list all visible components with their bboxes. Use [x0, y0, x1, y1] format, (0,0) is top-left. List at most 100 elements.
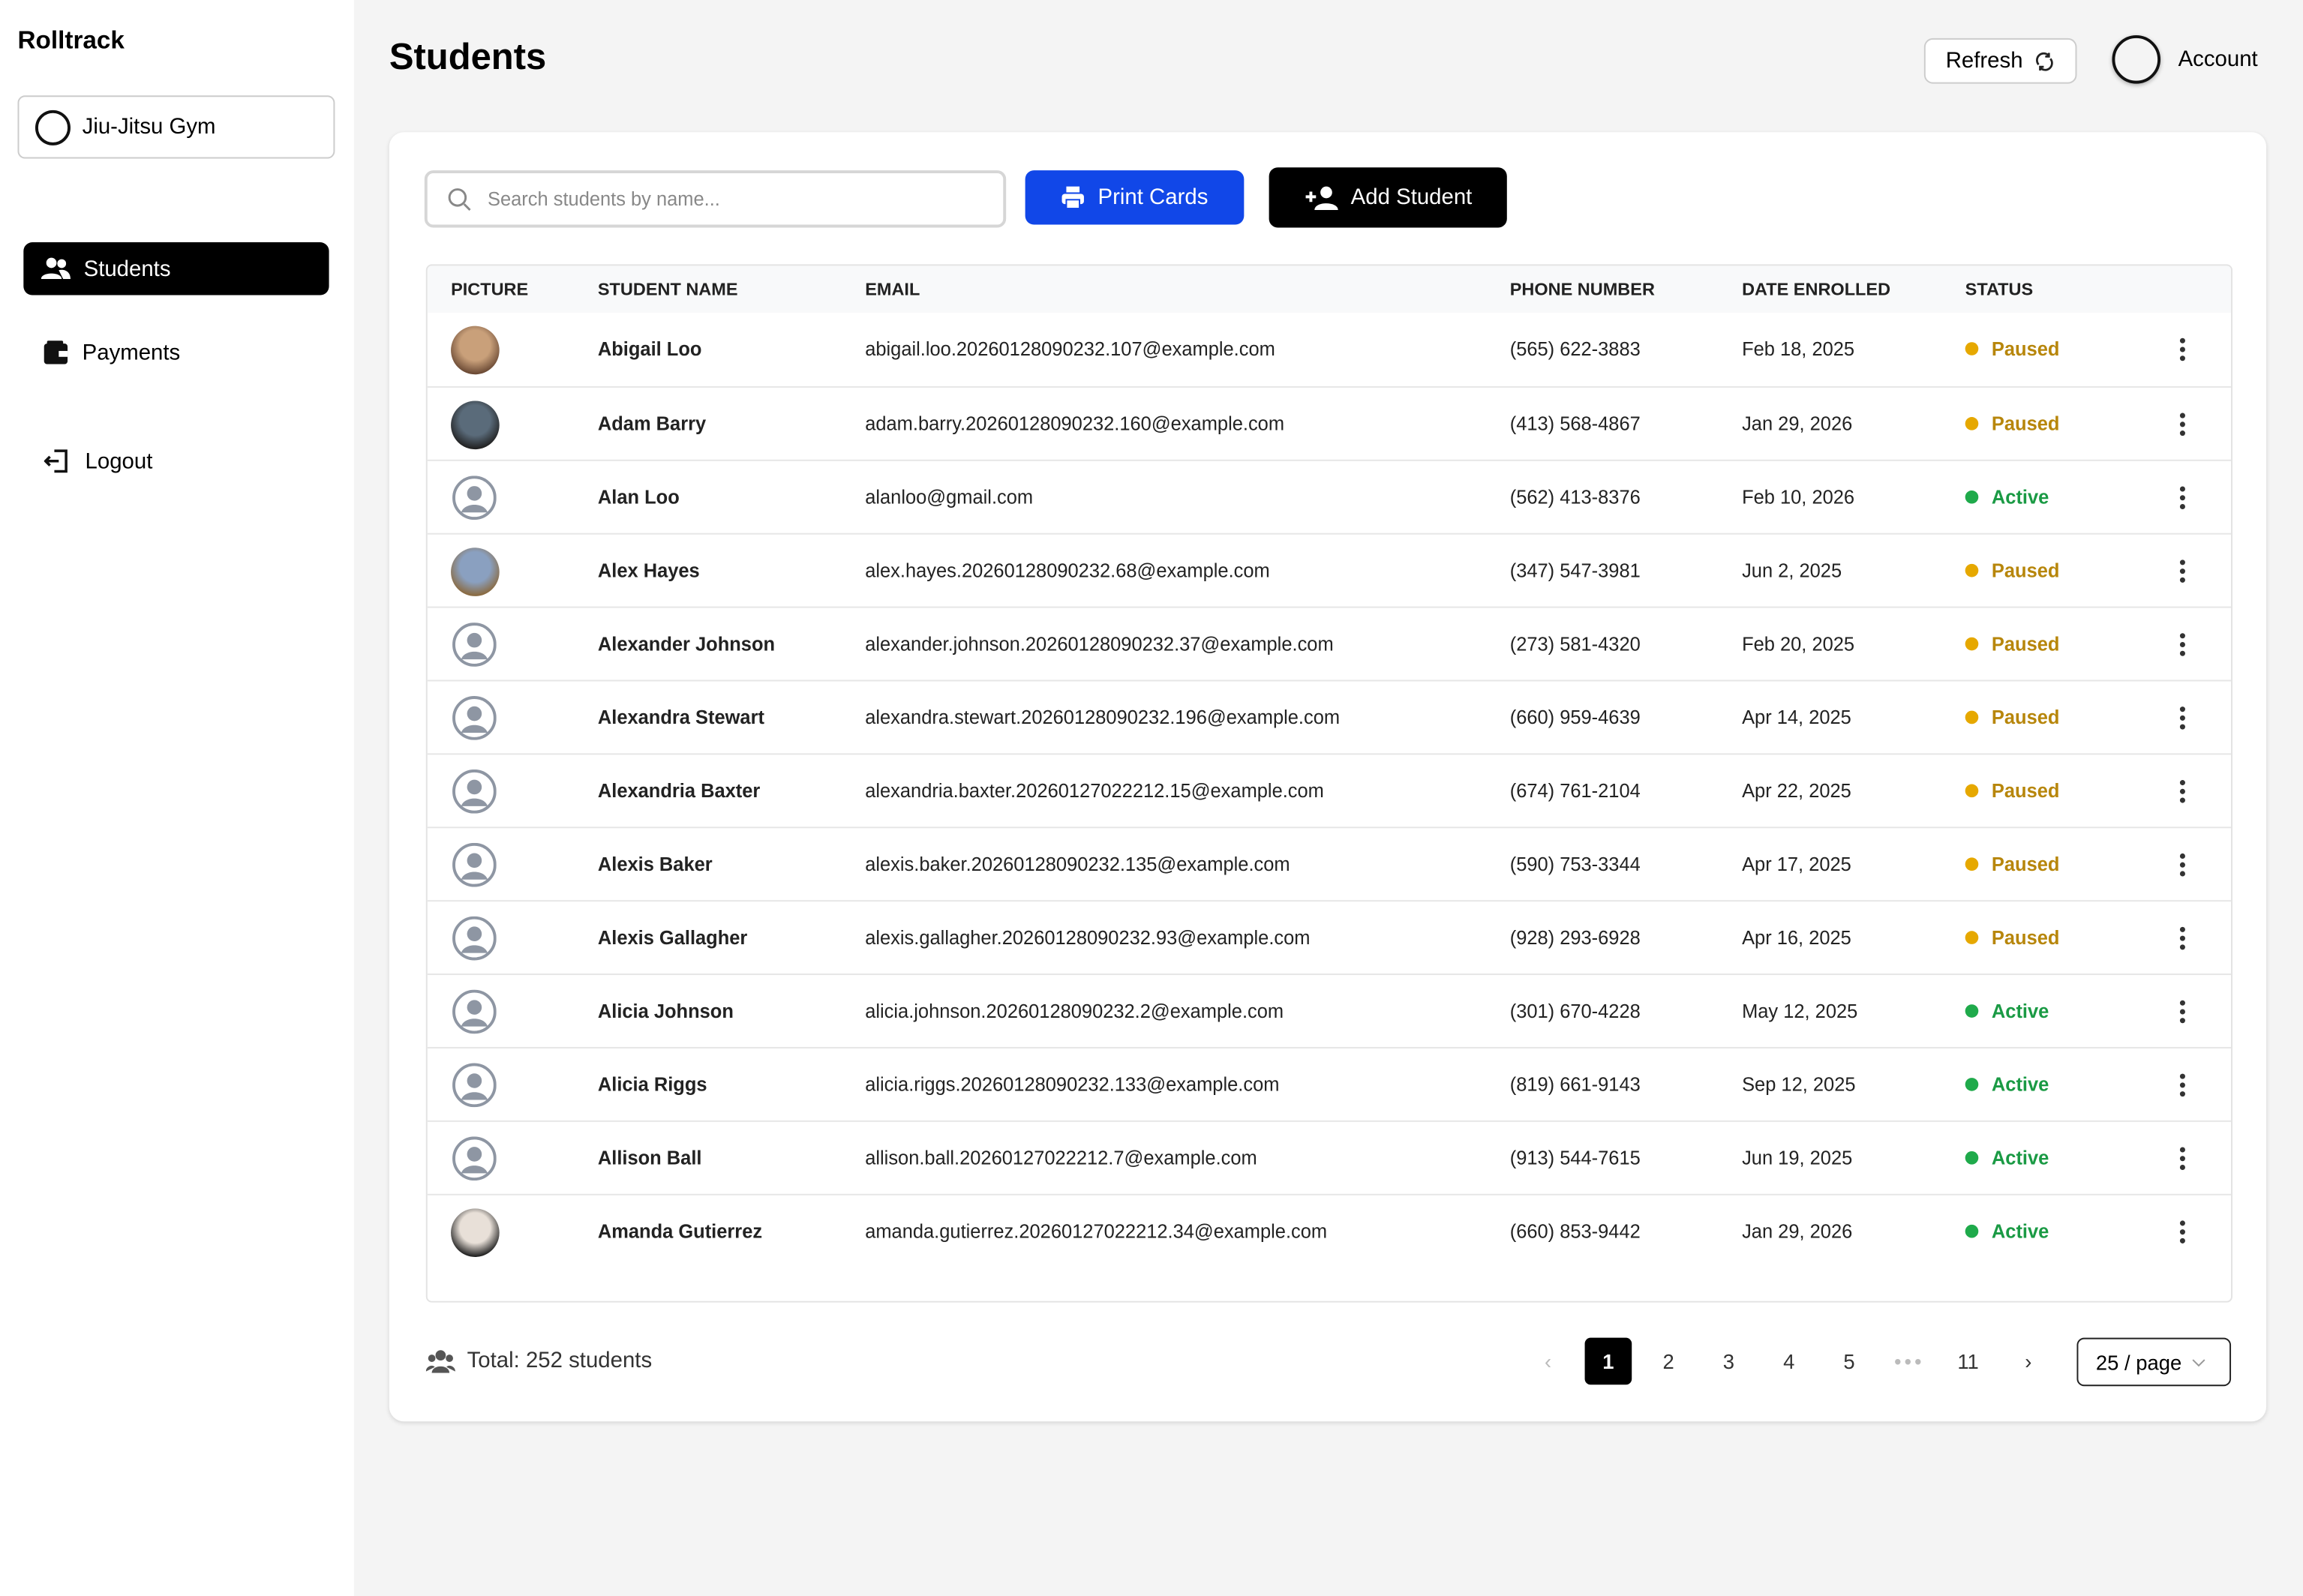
- add-student-button[interactable]: Add Student: [1269, 167, 1507, 228]
- cell-text: Jan 29, 2026: [1742, 1220, 1853, 1243]
- student-picture: [451, 694, 500, 743]
- student-name: Abigail Loo: [597, 338, 702, 360]
- row-menu[interactable]: [2172, 411, 2193, 437]
- row-menu[interactable]: [2172, 852, 2193, 878]
- nav-students[interactable]: Students: [23, 242, 329, 296]
- row-menu[interactable]: [2172, 1219, 2193, 1245]
- table-row[interactable]: Amanda Gutierrez amanda.gutierrez.2026012…: [427, 1193, 2232, 1269]
- row-menu[interactable]: [2172, 925, 2193, 951]
- cell-text: (660) 959-4639: [1509, 706, 1641, 729]
- student-picture: [451, 474, 500, 523]
- table-row[interactable]: Allison Ball allison.ball.20260127022212.…: [427, 1120, 2232, 1196]
- icon: [41, 257, 71, 280]
- column-header: DATE ENROLLED: [1742, 279, 1891, 300]
- status-dot: [1965, 1004, 1979, 1018]
- column-header: PICTURE: [451, 279, 529, 300]
- status-dot: [1965, 1224, 1979, 1238]
- cell-text: (913) 544-7615: [1509, 1147, 1641, 1169]
- student-name: Alicia Riggs: [597, 1073, 707, 1096]
- prev-page[interactable]: ‹: [1545, 1349, 1552, 1373]
- row-menu[interactable]: [2172, 558, 2193, 584]
- refresh-button[interactable]: Refresh: [1923, 38, 2077, 84]
- print-cards-button[interactable]: Print Cards: [1025, 170, 1245, 225]
- cell-text: (301) 670-4228: [1509, 1000, 1641, 1022]
- icon: [44, 449, 68, 473]
- cell-text: alanloo@gmail.com: [865, 486, 1034, 508]
- cell-text: alex.hayes.20260128090232.68@example.com: [865, 559, 1270, 582]
- cell-text: Jan 29, 2026: [1742, 412, 1853, 435]
- page-number[interactable]: 11: [1957, 1349, 1979, 1373]
- student-name: Adam Barry: [597, 412, 707, 435]
- nav-label: Logout: [85, 448, 153, 474]
- status: Paused: [1991, 706, 2060, 729]
- cell-text: (928) 293-6928: [1509, 926, 1641, 949]
- table-row[interactable]: Adam Barry adam.barry.20260128090232.160@…: [427, 386, 2232, 461]
- cell-text: (273) 581-4320: [1509, 632, 1641, 656]
- table-row[interactable]: Alicia Riggs alicia.riggs.20260128090232.…: [427, 1046, 2232, 1122]
- status: Paused: [1991, 559, 2060, 582]
- brand: Rolltrack: [17, 26, 125, 55]
- page-number[interactable]: 4: [1783, 1349, 1795, 1373]
- table-row[interactable]: Alexandra Stewart alexandra.stewart.20260…: [427, 680, 2232, 755]
- row-menu[interactable]: [2172, 632, 2193, 658]
- account-avatar[interactable]: [2112, 34, 2161, 84]
- page-number[interactable]: 1: [1584, 1337, 1632, 1385]
- status: Paused: [1991, 632, 2060, 656]
- student-picture: [451, 400, 500, 450]
- column-header: STATUS: [1965, 279, 2034, 300]
- nav-logout[interactable]: Logout: [23, 435, 329, 488]
- table-row[interactable]: Alexis Gallagher alexis.gallagher.2026012…: [427, 900, 2232, 975]
- total-icon: [425, 1350, 455, 1373]
- next-page[interactable]: ›: [2025, 1349, 2032, 1373]
- row-menu[interactable]: [2172, 1145, 2193, 1172]
- status: Paused: [1991, 926, 2060, 949]
- row-menu[interactable]: [2172, 1072, 2193, 1098]
- page-size-select[interactable]: 25 / page: [2076, 1337, 2232, 1387]
- table-row[interactable]: Alan Loo alanloo@gmail.com (562) 413-8376 F…: [427, 459, 2232, 535]
- cell-text: Jun 2, 2025: [1742, 559, 1842, 582]
- search-box[interactable]: Search students by name...: [424, 170, 1007, 228]
- student-picture: [451, 548, 500, 596]
- student-name: Alicia Johnson: [597, 1000, 734, 1022]
- workspace-select[interactable]: Jiu-Jitsu Gym: [17, 95, 335, 159]
- cell-text: alexis.gallagher.20260128090232.93@examp…: [865, 926, 1311, 949]
- account-label[interactable]: Account: [2178, 46, 2258, 72]
- table-row[interactable]: Abigail Loo abigail.loo.20260128090232.10…: [428, 313, 2231, 386]
- student-picture: [451, 768, 500, 817]
- status: Paused: [1991, 338, 2060, 360]
- student-picture: [451, 988, 500, 1037]
- workspace-icon: [35, 109, 71, 145]
- nav-label: Students: [83, 256, 171, 281]
- status: Active: [1991, 1220, 2049, 1243]
- row-menu[interactable]: [2172, 484, 2193, 511]
- row-menu[interactable]: [2172, 998, 2193, 1024]
- table-row[interactable]: Alexis Baker alexis.baker.20260128090232.…: [427, 826, 2232, 902]
- cell-text: (565) 622-3883: [1509, 338, 1641, 360]
- student-name: Alexis Gallagher: [597, 926, 748, 949]
- student-name: Alexandra Stewart: [597, 706, 764, 729]
- table-row[interactable]: Alexandria Baxter alexandria.baxter.20260…: [427, 753, 2232, 828]
- row-menu[interactable]: [2172, 705, 2193, 731]
- page-number[interactable]: 3: [1722, 1349, 1735, 1373]
- table-row[interactable]: Alex Hayes alex.hayes.20260128090232.68@e…: [427, 532, 2232, 608]
- row-menu[interactable]: [2172, 778, 2193, 805]
- student-picture: [451, 842, 500, 890]
- nav-payments[interactable]: Payments: [23, 326, 329, 379]
- cell-text: Feb 18, 2025: [1742, 338, 1855, 360]
- row-menu[interactable]: [2172, 336, 2193, 362]
- page-number[interactable]: 5: [1843, 1349, 1855, 1373]
- status-dot: [1965, 1150, 1979, 1165]
- icon: [44, 340, 68, 364]
- table-row[interactable]: Alexander Johnson alexander.johnson.20260…: [427, 606, 2232, 682]
- student-picture: [451, 326, 500, 375]
- icon: [1305, 186, 1338, 210]
- page-number[interactable]: 2: [1662, 1349, 1674, 1373]
- page-title: Students: [389, 36, 547, 78]
- student-name: Amanda Gutierrez: [597, 1220, 763, 1243]
- page-ellipsis[interactable]: •••: [1893, 1349, 1925, 1373]
- status: Paused: [1991, 853, 2060, 875]
- student-name: Alex Hayes: [597, 559, 700, 582]
- table-row[interactable]: Alicia Johnson alicia.johnson.20260128090…: [427, 974, 2232, 1048]
- cell-text: alexandria.baxter.20260127022212.15@exam…: [865, 779, 1324, 802]
- total-count: Total: 252 students: [467, 1348, 653, 1373]
